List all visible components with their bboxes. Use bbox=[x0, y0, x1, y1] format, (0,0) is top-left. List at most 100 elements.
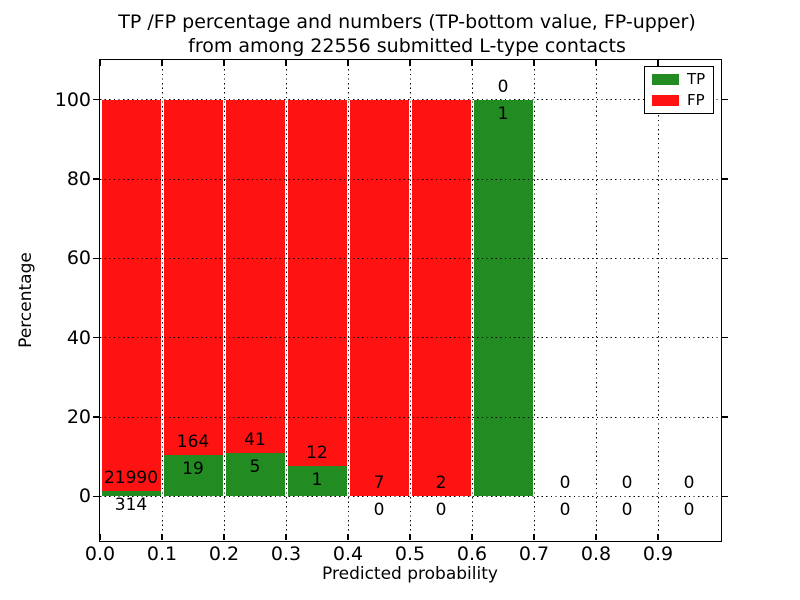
gridline-horizontal bbox=[100, 178, 720, 180]
gridline-vertical bbox=[285, 60, 287, 540]
y-tick-mark-right bbox=[721, 178, 728, 180]
y-tick-mark bbox=[92, 178, 99, 180]
x-tick-mark-top bbox=[657, 60, 659, 66]
x-tick-mark bbox=[223, 534, 225, 540]
tp-count-label: 1 bbox=[311, 469, 323, 490]
x-tick-mark-top bbox=[347, 60, 349, 66]
x-tick-label: 0.5 bbox=[394, 543, 426, 565]
legend-entry-tp: TP bbox=[645, 72, 713, 87]
y-tick-label: 80 bbox=[66, 168, 91, 190]
fp-count-label: 12 bbox=[306, 442, 328, 463]
x-tick-mark-top bbox=[285, 60, 287, 66]
tp-count-label: 0 bbox=[373, 500, 385, 521]
gridline-vertical bbox=[533, 60, 535, 540]
bar-tp-segment bbox=[101, 490, 161, 497]
y-tick-mark-right bbox=[721, 416, 728, 418]
gridline-horizontal bbox=[100, 416, 720, 418]
bar-fp-segment bbox=[101, 99, 161, 491]
y-tick-label: 60 bbox=[66, 247, 91, 270]
x-tick-mark-top bbox=[161, 60, 163, 66]
y-axis-label: Percentage bbox=[16, 252, 36, 348]
gridline-horizontal bbox=[100, 257, 720, 259]
bar-fp-segment bbox=[349, 99, 409, 497]
fp-count-label: 2 bbox=[435, 473, 447, 494]
x-tick-label: 0.3 bbox=[270, 543, 302, 565]
y-tick-label: 100 bbox=[54, 88, 91, 111]
gridline-vertical bbox=[161, 60, 163, 540]
tp-count-label: 314 bbox=[114, 494, 148, 515]
y-tick-mark bbox=[92, 98, 99, 101]
gridline-vertical bbox=[347, 60, 349, 540]
x-tick-label: 0.2 bbox=[208, 543, 240, 565]
y-tick-mark bbox=[92, 495, 99, 498]
bar-tp-segment bbox=[287, 465, 347, 497]
y-tick-mark-right bbox=[721, 336, 728, 339]
legend-label: TP bbox=[687, 70, 706, 89]
tp-count-label: 0 bbox=[683, 500, 695, 521]
y-tick-mark bbox=[92, 416, 99, 418]
bar-fp-segment bbox=[411, 99, 471, 497]
x-tick-mark-top bbox=[533, 60, 535, 66]
fp-count-label: 164 bbox=[176, 432, 210, 453]
tp-count-label: 19 bbox=[182, 459, 204, 480]
x-tick-mark bbox=[657, 534, 659, 540]
legend-label: FP bbox=[687, 90, 705, 109]
gridline-horizontal bbox=[100, 99, 720, 101]
x-tick-label: 0.4 bbox=[332, 543, 364, 565]
bar-fp-segment bbox=[287, 99, 347, 466]
x-tick-label: 0.7 bbox=[518, 543, 550, 565]
x-tick-mark-top bbox=[99, 60, 101, 66]
x-tick-label: 0.9 bbox=[642, 543, 674, 565]
x-tick-label: 0.8 bbox=[580, 543, 612, 565]
y-tick-mark-right bbox=[721, 257, 728, 260]
x-tick-label: 0.6 bbox=[456, 543, 488, 565]
tp-count-label: 0 bbox=[559, 500, 571, 521]
x-tick-mark bbox=[471, 534, 473, 540]
bar-tp-segment bbox=[473, 99, 533, 497]
y-tick-label: 40 bbox=[66, 326, 91, 349]
gridline-vertical bbox=[409, 60, 411, 540]
x-tick-mark bbox=[161, 534, 163, 540]
gridline-vertical bbox=[657, 60, 659, 540]
y-tick-mark-right bbox=[721, 495, 728, 498]
fp-color-swatch bbox=[652, 94, 679, 106]
bar-tp-segment bbox=[225, 453, 285, 497]
bar-fp-segment bbox=[225, 99, 285, 454]
chart-title-line1: TP /FP percentage and numbers (TP-bottom… bbox=[118, 11, 696, 33]
fp-count-label: 0 bbox=[559, 473, 571, 494]
fp-count-label: 7 bbox=[373, 473, 385, 494]
fp-count-label: 41 bbox=[244, 430, 266, 451]
bar-fp-segment bbox=[163, 99, 223, 456]
fp-count-label: 0 bbox=[621, 473, 633, 494]
gridline-vertical bbox=[471, 60, 473, 540]
bar-tp-segment bbox=[163, 455, 223, 497]
fp-count-label: 0 bbox=[497, 76, 509, 97]
x-tick-mark bbox=[409, 534, 411, 540]
tp-color-swatch bbox=[652, 74, 679, 86]
x-tick-mark bbox=[99, 534, 101, 540]
x-tick-label: 0.1 bbox=[146, 543, 178, 565]
x-tick-mark bbox=[595, 534, 597, 540]
tp-count-label: 0 bbox=[621, 500, 633, 521]
tp-count-label: 5 bbox=[249, 457, 261, 478]
x-tick-mark-top bbox=[595, 60, 597, 66]
x-tick-label: 0.0 bbox=[84, 543, 116, 565]
axes-frame bbox=[98, 58, 722, 542]
gridline-horizontal bbox=[100, 495, 720, 497]
x-tick-mark-top bbox=[471, 60, 473, 66]
x-tick-mark-top bbox=[409, 60, 411, 66]
x-tick-mark bbox=[285, 534, 287, 540]
fp-count-label: 21990 bbox=[103, 467, 159, 488]
y-tick-mark-right bbox=[721, 98, 728, 101]
fp-count-label: 0 bbox=[683, 473, 695, 494]
x-tick-mark bbox=[347, 534, 349, 540]
y-tick-mark bbox=[92, 336, 99, 339]
y-tick-label: 20 bbox=[66, 406, 91, 429]
x-tick-mark bbox=[533, 534, 535, 540]
tp-count-label: 0 bbox=[435, 500, 447, 521]
legend: TP FP bbox=[644, 66, 714, 114]
gridline-vertical bbox=[595, 60, 597, 540]
chart-title-line2: from among 22556 submitted L-type contac… bbox=[188, 35, 626, 57]
tp-count-label: 1 bbox=[497, 103, 509, 124]
